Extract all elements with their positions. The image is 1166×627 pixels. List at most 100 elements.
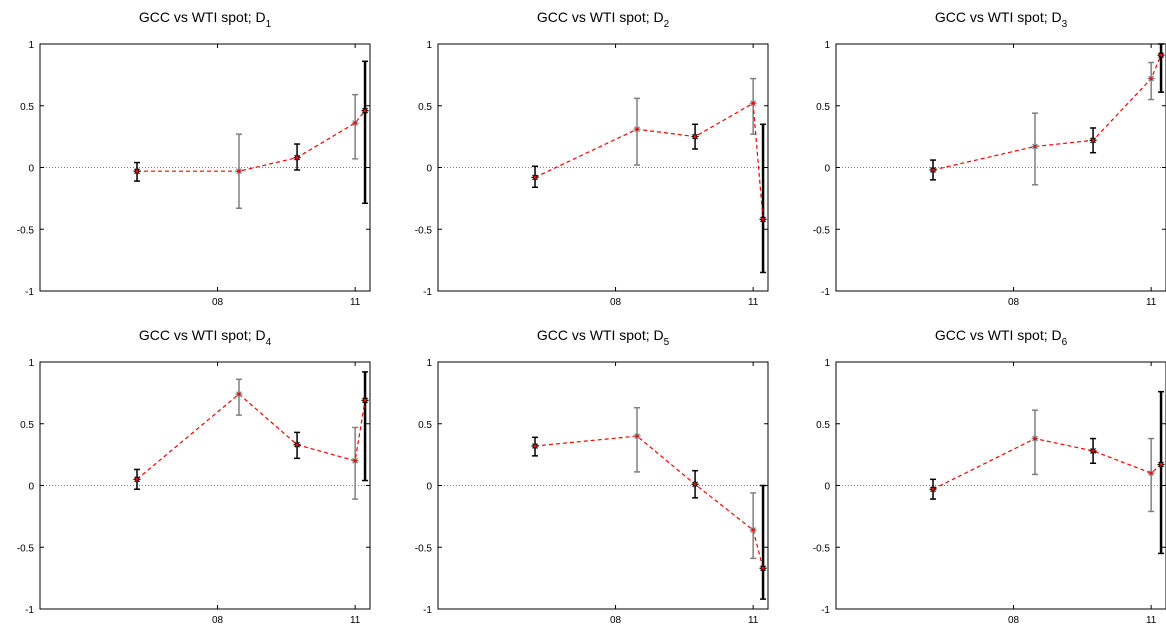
data-point-center: [135, 169, 139, 173]
data-point: [133, 167, 141, 175]
data-point-center: [693, 135, 697, 139]
chart-title-main: GCC vs WTI spot; D: [537, 327, 664, 343]
data-point-center: [363, 109, 367, 113]
y-tick-label: -1: [25, 287, 34, 298]
y-tick-label: 1: [824, 358, 830, 369]
y-tick-label: 0: [28, 164, 34, 175]
data-point-center: [237, 392, 241, 396]
data-point-center: [761, 566, 765, 570]
chart-title-subscript: 5: [664, 337, 670, 348]
chart-panel-3: -1 -0.5 0 0.5 1 08 11 GCC vs WTI spot; D3: [813, 9, 1166, 308]
data-point-center: [761, 217, 765, 221]
chart-title-subscript: 2: [664, 19, 670, 30]
chart-panel-5: -1 -0.5 0 0.5 1 08 11 GCC vs WTI spot; D5: [415, 327, 769, 626]
y-tick-label: -0.5: [415, 225, 433, 236]
x-tick-label: 08: [610, 615, 622, 626]
data-point-center: [353, 121, 357, 125]
data-point-center: [931, 487, 935, 491]
chart-title-main: GCC vs WTI spot; D: [139, 9, 266, 25]
data-point: [929, 166, 937, 174]
y-tick-label: 1: [426, 40, 432, 51]
y-tick-label: 0.5: [20, 420, 34, 431]
data-point: [1147, 469, 1155, 477]
data-point: [1089, 136, 1097, 144]
data-point: [133, 475, 141, 483]
data-point-center: [1033, 437, 1037, 441]
chart-panel-1: -1 -0.5 0 0.5 1 08 11 GCC vs WTI spot; D1: [17, 9, 371, 308]
data-point: [691, 480, 699, 488]
data-point-center: [931, 168, 935, 172]
y-tick-label: -0.5: [415, 543, 433, 554]
y-tick-label: -1: [821, 605, 830, 616]
chart-title: GCC vs WTI spot; D4: [139, 327, 272, 348]
data-point-center: [295, 443, 299, 447]
y-tick-label: 0.5: [816, 420, 830, 431]
y-tick-label: 0.5: [20, 102, 34, 113]
data-point: [361, 396, 369, 404]
y-tick-label: -0.5: [17, 225, 35, 236]
data-point: [1147, 75, 1155, 83]
chart-title-main: GCC vs WTI spot; D: [935, 9, 1062, 25]
y-tick-label: -1: [25, 605, 34, 616]
data-point-center: [635, 434, 639, 438]
chart-title-subscript: 1: [266, 19, 272, 30]
x-tick-label: 11: [1146, 615, 1157, 626]
data-point: [759, 564, 767, 572]
chart-title-main: GCC vs WTI spot; D: [537, 9, 664, 25]
data-point-center: [1159, 53, 1163, 57]
data-point-center: [363, 398, 367, 402]
y-tick-label: -0.5: [813, 225, 831, 236]
chart-title: GCC vs WTI spot; D1: [139, 9, 272, 30]
x-tick-label: 11: [350, 615, 361, 626]
chart-title-main: GCC vs WTI spot; D: [139, 327, 266, 343]
data-point-center: [533, 175, 537, 179]
x-tick-label: 08: [610, 297, 622, 308]
data-point-center: [751, 528, 755, 532]
data-point: [1089, 447, 1097, 455]
y-tick-label: 0: [824, 164, 830, 175]
x-tick-label: 08: [212, 297, 224, 308]
chart-title: GCC vs WTI spot; D6: [935, 327, 1068, 348]
data-point-center: [135, 477, 139, 481]
data-point: [929, 485, 937, 493]
y-tick-label: -1: [821, 287, 830, 298]
data-point: [531, 173, 539, 181]
x-tick-label: 08: [212, 615, 224, 626]
data-point: [749, 526, 757, 534]
data-point-center: [635, 127, 639, 131]
data-point-center: [1033, 145, 1037, 149]
chart-panel-4: -1 -0.5 0 0.5 1 08 11 GCC vs WTI spot; D4: [17, 327, 371, 626]
data-point: [235, 167, 243, 175]
data-point: [633, 125, 641, 133]
series-line: [932, 54, 1162, 171]
data-point-center: [353, 459, 357, 463]
x-tick-label: 11: [350, 297, 361, 308]
y-tick-label: -1: [423, 287, 432, 298]
y-tick-label: -1: [423, 605, 432, 616]
data-point-center: [693, 482, 697, 486]
chart-panel-6: -1 -0.5 0 0.5 1 08 11 GCC vs WTI spot; D6: [813, 327, 1166, 626]
y-tick-label: 0: [824, 482, 830, 493]
chart-title-subscript: 6: [1062, 337, 1068, 348]
data-point: [235, 390, 243, 398]
data-point: [1157, 51, 1165, 59]
data-point: [691, 133, 699, 141]
y-tick-label: 0.5: [816, 102, 830, 113]
chart-title-subscript: 4: [266, 337, 272, 348]
chart-title-main: GCC vs WTI spot; D: [935, 327, 1062, 343]
chart-title-subscript: 3: [1062, 19, 1068, 30]
y-tick-label: -0.5: [17, 543, 35, 554]
data-point: [633, 432, 641, 440]
y-tick-label: 1: [28, 358, 34, 369]
data-point: [1031, 143, 1039, 151]
series-line: [136, 393, 366, 480]
series-line: [534, 435, 764, 569]
y-tick-label: 0: [426, 164, 432, 175]
data-point-center: [1149, 471, 1153, 475]
y-tick-label: 0.5: [418, 420, 432, 431]
data-point: [759, 215, 767, 223]
data-point: [531, 442, 539, 450]
y-tick-label: -0.5: [813, 543, 831, 554]
y-tick-label: 0: [28, 482, 34, 493]
